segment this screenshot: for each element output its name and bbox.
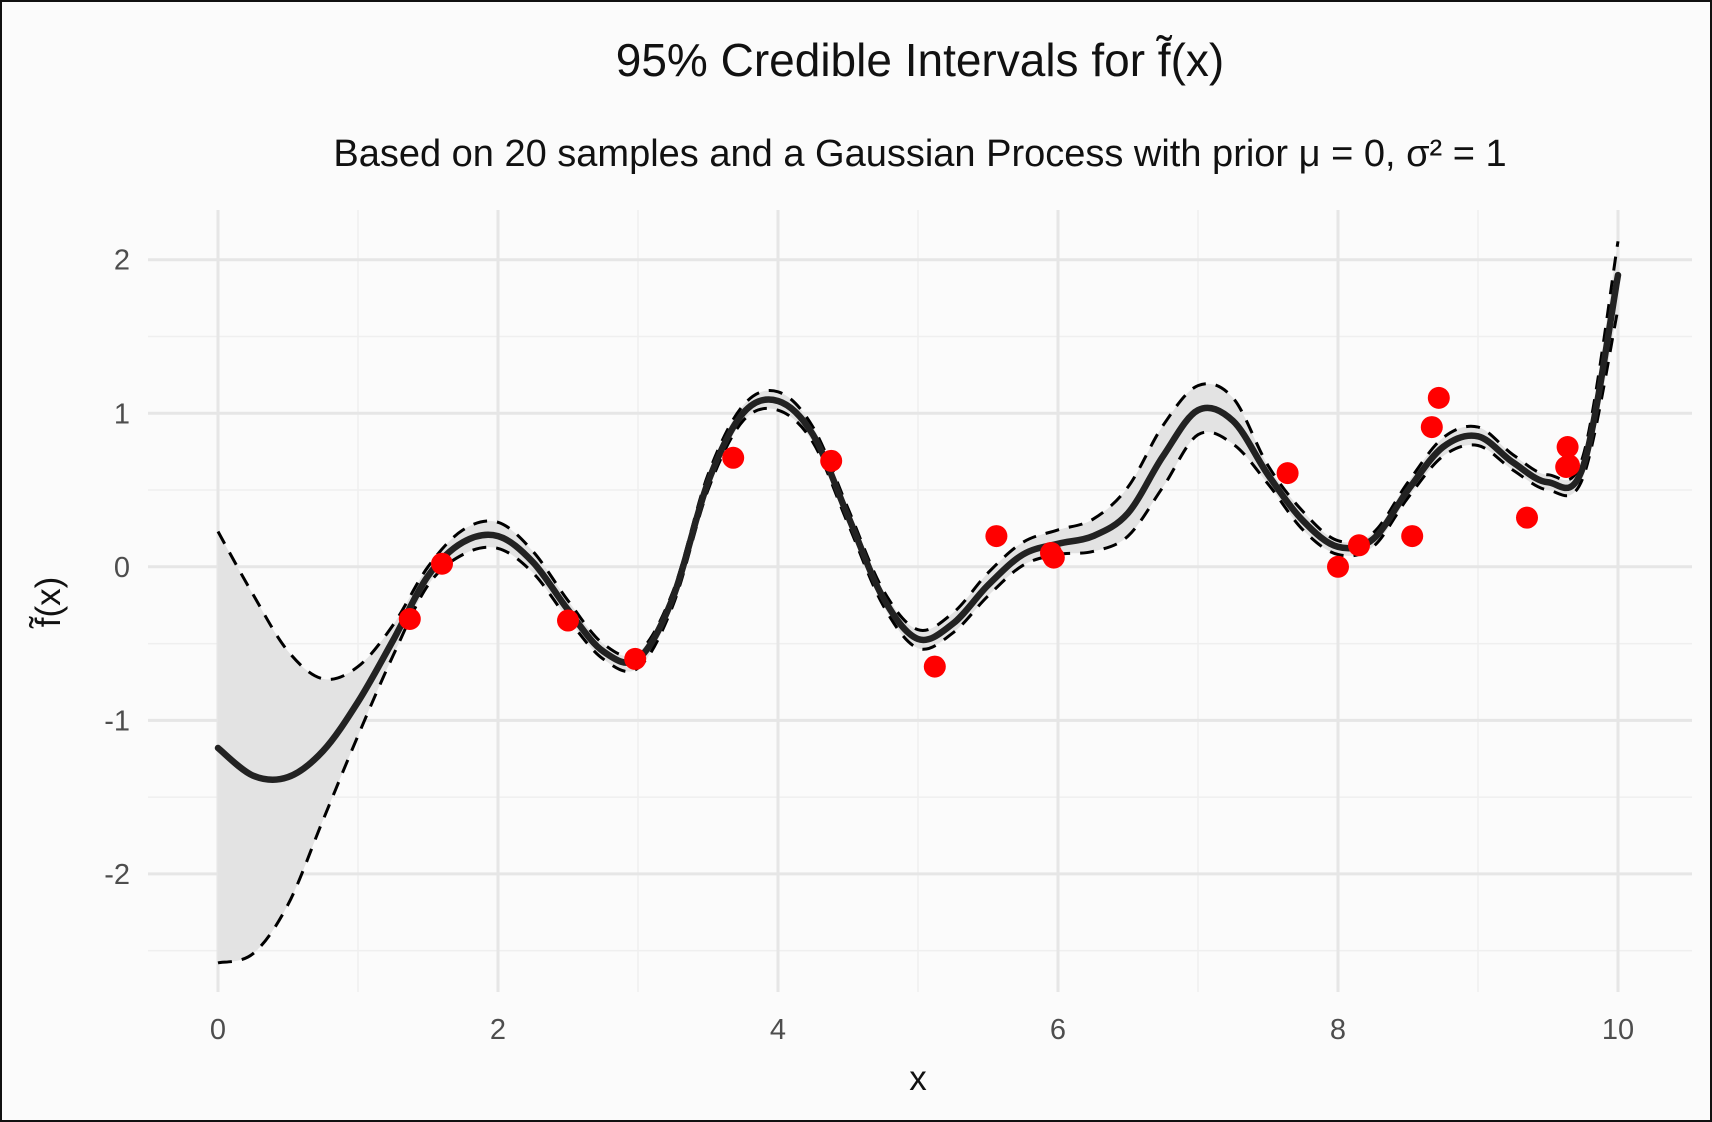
sample-point xyxy=(722,446,745,469)
sample-point xyxy=(1556,436,1579,459)
sample-point xyxy=(1427,386,1450,409)
chart-subtitle: Based on 20 samples and a Gaussian Proce… xyxy=(333,133,1506,175)
y-tick-label: -1 xyxy=(104,705,130,737)
sample-point xyxy=(1401,525,1424,548)
sample-point xyxy=(923,655,946,678)
x-tick-label: 10 xyxy=(1602,1014,1634,1046)
sample-point xyxy=(624,647,647,670)
y-tick-label: -2 xyxy=(104,859,130,891)
y-tick-label: 1 xyxy=(114,398,130,430)
sample-point xyxy=(985,525,1008,548)
sample-point xyxy=(1327,555,1349,578)
grid-major xyxy=(148,210,1692,992)
mean-line xyxy=(214,271,1622,783)
sample-point xyxy=(398,607,421,630)
sample-point xyxy=(1276,462,1299,485)
sample-point xyxy=(1420,416,1443,439)
sample-point xyxy=(1516,506,1538,529)
chart-title: 95% Credible Intervals for f̃(x) xyxy=(616,34,1224,86)
y-tick-label: 2 xyxy=(114,245,130,277)
sample-point xyxy=(431,552,453,575)
upper-bound-line xyxy=(216,241,1620,681)
sample-point xyxy=(1042,546,1065,569)
sample-point xyxy=(1558,454,1580,477)
x-axis-title: x xyxy=(909,1059,927,1098)
sample-points xyxy=(398,386,1580,678)
sample-point xyxy=(557,609,579,632)
y-tick-label: 0 xyxy=(114,552,130,584)
y-tick-labels: -2 -1 0 1 2 xyxy=(104,245,130,891)
x-tick-label: 0 xyxy=(210,1014,226,1046)
sample-point xyxy=(820,449,843,472)
plot-panel xyxy=(132,210,1692,997)
x-tick-label: 8 xyxy=(1330,1014,1346,1046)
y-axis-title: f̃(x) xyxy=(28,577,68,629)
x-tick-label: 2 xyxy=(490,1014,506,1046)
x-tick-label: 6 xyxy=(1050,1014,1066,1046)
sample-point xyxy=(1348,534,1370,557)
x-tick-labels: 0 2 4 6 8 10 xyxy=(210,1014,1634,1046)
x-tick-label: 4 xyxy=(770,1014,786,1046)
